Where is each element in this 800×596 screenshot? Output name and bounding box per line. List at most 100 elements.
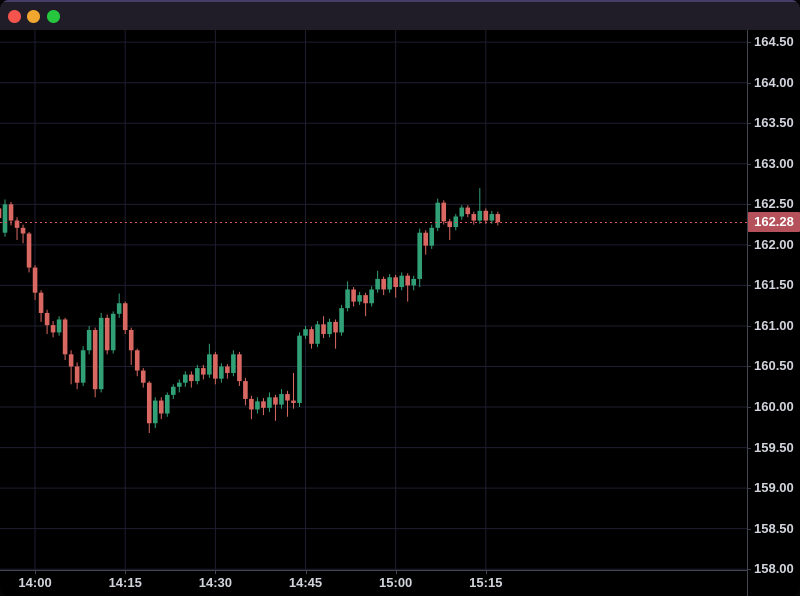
- candle: [441, 202, 447, 222]
- candle: [465, 207, 471, 215]
- candle: [189, 374, 194, 382]
- time-axis-label: 14:00: [18, 575, 52, 590]
- candle: [146, 382, 152, 424]
- time-axis-label: 14:30: [198, 575, 232, 590]
- candle: [255, 401, 260, 410]
- candle: [267, 397, 272, 408]
- candle: [32, 267, 38, 293]
- candle: [447, 221, 453, 228]
- price-axis-label: 163.50: [754, 115, 794, 131]
- candle: [375, 278, 380, 290]
- candle: [140, 370, 146, 383]
- candle: [237, 354, 242, 382]
- candle: [56, 319, 62, 333]
- candle: [345, 289, 350, 309]
- price-axis-tick: [747, 244, 751, 246]
- price-axis-label: 158.00: [754, 561, 794, 577]
- candle: [207, 354, 212, 375]
- price-axis-tick: [747, 204, 751, 206]
- candle: [110, 313, 116, 351]
- candle: [273, 397, 278, 405]
- time-axis[interactable]: 14:00 14:15 14:30 14:45 15:00 15:15: [0, 570, 747, 596]
- price-axis-tick: [747, 447, 751, 449]
- candle: [231, 354, 236, 373]
- price-axis-label: 158.50: [754, 520, 794, 536]
- candle: [303, 329, 308, 336]
- candle: [357, 295, 362, 302]
- candle: [321, 324, 326, 335]
- candle: [86, 330, 92, 351]
- last-price-badge: 162.28: [748, 212, 800, 232]
- candle: [68, 354, 74, 367]
- candle: [80, 350, 86, 383]
- price-axis-label: 163.00: [754, 155, 794, 171]
- price-axis-tick: [747, 488, 751, 490]
- price-axis-label: 161.00: [754, 317, 794, 333]
- candle: [315, 324, 320, 344]
- candle: [477, 210, 483, 221]
- time-axis-label: 15:15: [469, 575, 503, 590]
- candle: [489, 214, 495, 221]
- chart-canvas: [0, 30, 747, 570]
- price-axis-label: 164.00: [754, 74, 794, 90]
- candle: [195, 368, 200, 382]
- price-axis-tick: [747, 285, 751, 287]
- candle: [0, 208, 2, 219]
- price-axis-label: 160.00: [754, 399, 794, 415]
- candle: [213, 354, 218, 379]
- candle: [291, 400, 296, 403]
- candle: [243, 381, 248, 399]
- time-axis-tick: [305, 570, 307, 574]
- time-axis-tick: [395, 570, 397, 574]
- candle: [279, 394, 284, 405]
- candle: [20, 227, 26, 234]
- candle: [495, 214, 501, 223]
- candle: [333, 321, 338, 333]
- zoom-button[interactable]: [47, 10, 60, 23]
- candle: [177, 382, 182, 387]
- candlestick-chart[interactable]: [0, 30, 747, 570]
- candle: [170, 386, 176, 395]
- price-axis-tick: [747, 366, 751, 368]
- candle: [98, 317, 104, 390]
- candle: [327, 321, 332, 335]
- candle: [393, 277, 398, 288]
- candle: [435, 202, 441, 228]
- candle: [249, 398, 254, 410]
- price-axis-label: 160.50: [754, 358, 794, 374]
- candle: [381, 278, 386, 290]
- candle: [387, 277, 392, 290]
- time-axis-label: 14:15: [108, 575, 142, 590]
- candle: [116, 303, 122, 314]
- price-axis-tick: [747, 42, 751, 44]
- candle: [363, 295, 368, 304]
- candle: [92, 330, 98, 390]
- price-axis-label: 161.50: [754, 277, 794, 293]
- candle: [309, 329, 314, 344]
- price-axis-tick: [747, 163, 751, 165]
- price-axis-tick: [747, 407, 751, 409]
- candle: [8, 204, 14, 221]
- candle: [423, 232, 429, 246]
- time-axis-tick: [215, 570, 217, 574]
- price-axis-label: 159.50: [754, 439, 794, 455]
- time-axis-label: 14:45: [288, 575, 323, 590]
- candle: [26, 233, 32, 268]
- close-button[interactable]: [8, 10, 21, 23]
- candle: [339, 308, 344, 333]
- candle: [405, 275, 410, 286]
- candle: [351, 289, 356, 302]
- price-axis-label: 164.50: [754, 34, 794, 50]
- minimize-button[interactable]: [27, 10, 40, 23]
- candle: [104, 317, 110, 351]
- price-axis-tick: [747, 569, 751, 571]
- candle: [453, 216, 459, 228]
- candle: [38, 292, 44, 313]
- candle: [128, 330, 134, 351]
- time-axis-tick: [485, 570, 487, 574]
- titlebar[interactable]: [0, 0, 800, 30]
- candle: [417, 232, 422, 279]
- candle: [285, 394, 290, 401]
- price-axis[interactable]: 164.50 164.00 163.50 163.00 162.50 162.00 161.…: [747, 30, 800, 596]
